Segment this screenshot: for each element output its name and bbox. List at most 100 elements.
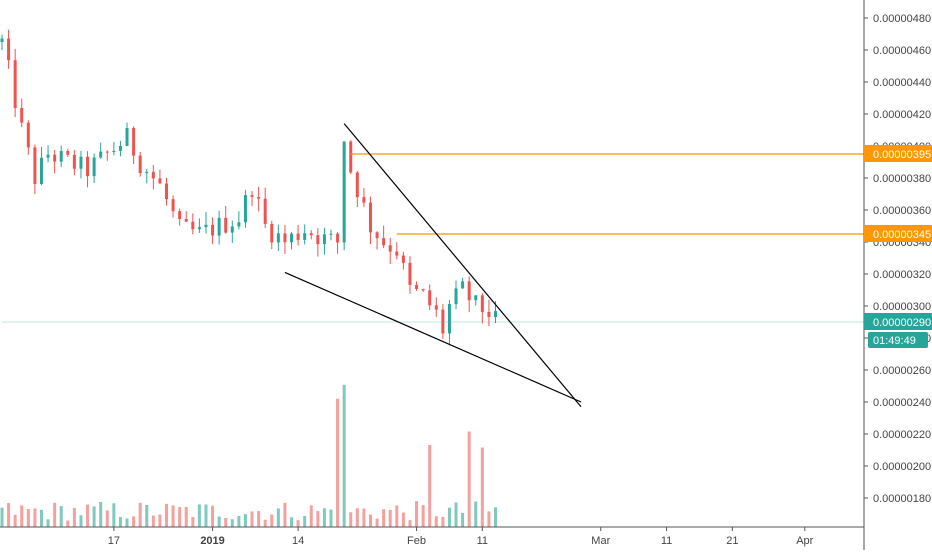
- volume-bar: [72, 507, 76, 527]
- candle-body: [461, 281, 465, 289]
- candle-body: [105, 151, 109, 153]
- candle-body: [53, 154, 57, 162]
- candle-body: [204, 224, 208, 228]
- volume-bar: [395, 505, 399, 527]
- drawings[interactable]: [2, 123, 864, 408]
- time-tick-label: Feb: [407, 535, 426, 547]
- price-badge-label: 0.00000395: [873, 149, 931, 161]
- volume-bar: [171, 505, 175, 527]
- price-tick-label: 0.00000200: [873, 461, 931, 473]
- candle-body: [388, 245, 392, 252]
- volume-bar: [270, 514, 274, 527]
- countdown-label: 01:49:49: [873, 335, 916, 347]
- time-tick-label: 2019: [200, 535, 224, 547]
- candle-body: [39, 157, 43, 184]
- candle-body: [211, 224, 215, 236]
- candle-body: [395, 251, 399, 256]
- volume-bar: [487, 511, 491, 527]
- volume-bar: [59, 506, 63, 527]
- candle-body: [79, 156, 83, 169]
- volume-bar: [355, 508, 359, 527]
- volume-bar: [86, 504, 90, 527]
- candle-body: [283, 233, 287, 243]
- candle-body: [237, 222, 241, 227]
- candle-body: [355, 172, 359, 198]
- candle-body: [191, 221, 195, 230]
- volume-bar: [362, 508, 366, 527]
- candle-body: [26, 122, 30, 148]
- volume-bar: [342, 384, 346, 527]
- volume-bar: [474, 501, 478, 527]
- candle-body: [290, 233, 294, 243]
- volume-bar: [53, 502, 57, 527]
- candle-body: [125, 128, 129, 146]
- volume-bar: [441, 517, 445, 527]
- volume-bar: [217, 516, 221, 527]
- candle-body: [112, 150, 116, 153]
- countdown-badge: [868, 332, 928, 348]
- time-tick-label: 11: [661, 535, 672, 547]
- candlestick-series: [0, 29, 497, 346]
- trendline[interactable]: [343, 123, 582, 408]
- volume-bar: [283, 502, 287, 527]
- candle-body: [322, 234, 326, 245]
- volume-bar: [290, 517, 294, 527]
- candle-body: [494, 311, 497, 317]
- volume-bar: [401, 512, 405, 527]
- volume-bar: [303, 515, 307, 527]
- candle-body: [72, 154, 76, 169]
- candle-body: [250, 195, 254, 197]
- candle-body: [336, 233, 340, 243]
- volume-bar: [421, 505, 425, 527]
- candle-body: [257, 196, 261, 199]
- candle-body: [382, 238, 386, 246]
- price-badge-label: 0.00000345: [873, 229, 931, 241]
- price-axis[interactable]: 0.00000480 0.00000460 0.00000440 0.00000420…: [864, 13, 931, 505]
- candle-body: [33, 147, 37, 184]
- candle-body: [7, 38, 11, 61]
- volume-bar: [368, 514, 372, 527]
- candle-body: [349, 141, 353, 173]
- candle-body: [92, 157, 96, 177]
- volume-bar: [118, 516, 122, 527]
- candle-body: [375, 232, 379, 239]
- time-tick-label: 21: [726, 535, 738, 547]
- volume-bar: [316, 511, 320, 527]
- price-tick-label: 0.00000260: [873, 365, 931, 377]
- volume-bar: [99, 501, 103, 527]
- candle-body: [480, 295, 484, 312]
- price-tick-label: 0.00000240: [873, 397, 931, 409]
- candle-body: [158, 178, 162, 184]
- candle-body: [46, 154, 50, 158]
- volume-bar: [480, 447, 484, 527]
- price-tick-label: 0.00000460: [873, 45, 931, 57]
- price-tick-label: 0.00000320: [873, 269, 931, 281]
- volume-bar: [454, 502, 458, 527]
- price-badges: 0.00000395 0.00000345 0.00000290 01:49:49: [864, 145, 932, 348]
- time-tick-label: 17: [108, 535, 120, 547]
- volume-bar: [257, 511, 261, 527]
- candle-body: [118, 145, 122, 151]
- volume-bar: [165, 503, 168, 527]
- candle-body: [20, 107, 24, 123]
- price-tick-label: 0.00000380: [873, 173, 931, 185]
- volume-bar: [46, 519, 50, 527]
- trendline[interactable]: [284, 271, 582, 403]
- candle-body: [270, 223, 274, 243]
- volume-bar: [184, 506, 188, 527]
- volume-bar: [263, 519, 267, 527]
- volume-bar: [0, 507, 4, 527]
- candle-body: [467, 281, 471, 301]
- candle-body: [368, 202, 372, 233]
- price-tick-label: 0.00000300: [873, 301, 931, 313]
- volume-bar: [494, 507, 497, 527]
- volume-bar: [349, 512, 353, 527]
- time-tick-label: 14: [292, 535, 304, 547]
- volume-bar: [237, 516, 241, 527]
- time-axis[interactable]: 17 2019 14 Feb 11 Mar 11 21 Apr: [108, 527, 814, 547]
- volume-bar: [178, 507, 182, 527]
- volume-bar: [66, 520, 70, 527]
- time-tick-label: 11: [477, 535, 488, 547]
